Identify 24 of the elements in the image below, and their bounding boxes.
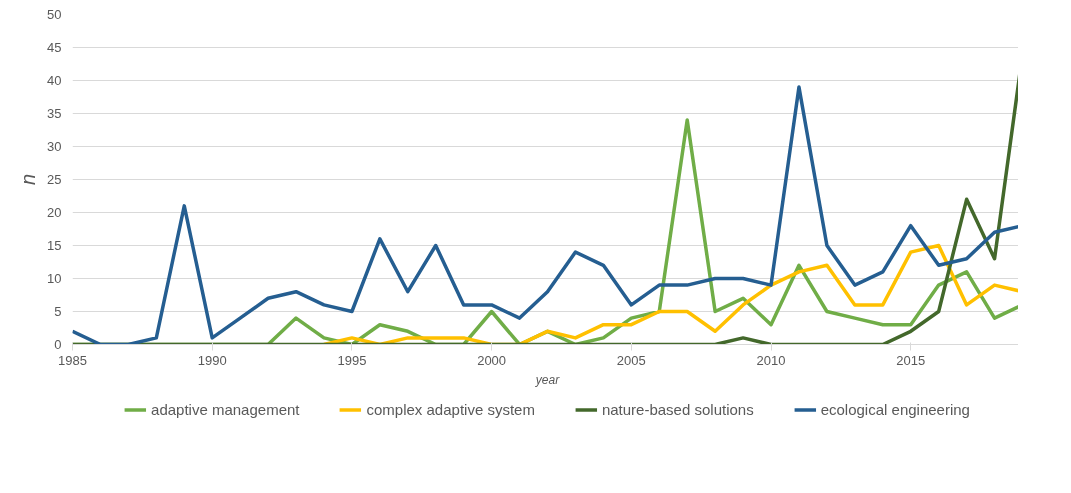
x-tick-label: 2010 (756, 352, 786, 368)
x-axis-title: year (534, 372, 561, 387)
y-axis-title: n (17, 173, 40, 186)
x-tick-label: 2005 (616, 352, 646, 368)
legend-label: nature-based solutions (601, 400, 754, 418)
y-tick-label: 0 (54, 337, 62, 352)
x-tick-label: 1995 (337, 352, 367, 368)
legend-label: complex adaptive system (366, 400, 535, 418)
x-tick-label: 2015 (896, 352, 926, 368)
y-tick-label: 50 (47, 7, 62, 22)
y-tick-label: 35 (47, 106, 62, 121)
legend-label: adaptive management (151, 400, 300, 418)
y-tick-label: 20 (47, 205, 62, 220)
y-tick-label: 40 (47, 73, 62, 88)
x-tick-label: 1990 (197, 352, 227, 368)
x-tick-label: 2000 (477, 352, 507, 368)
legend-label: ecological engineering (820, 400, 970, 418)
y-tick-label: 5 (54, 304, 62, 319)
y-tick-label: 10 (47, 271, 62, 286)
y-tick-label: 30 (47, 139, 62, 154)
y-tick-label: 45 (47, 40, 62, 55)
y-tick-label: 15 (47, 238, 62, 253)
y-tick-label: 25 (47, 172, 62, 187)
x-tick-label: 1985 (58, 352, 87, 368)
